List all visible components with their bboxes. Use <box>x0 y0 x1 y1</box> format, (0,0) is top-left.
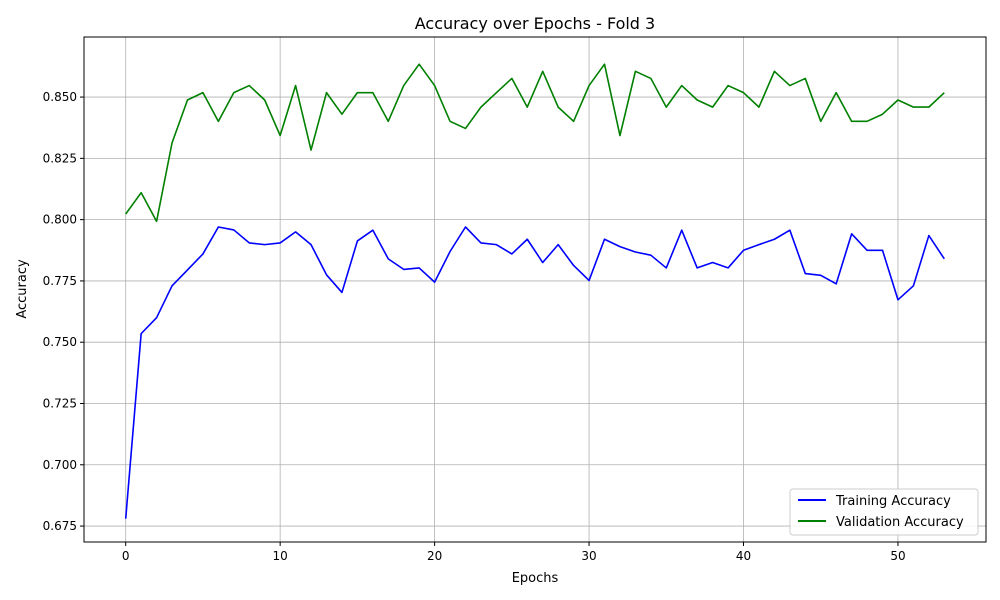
x-tick-label: 40 <box>736 549 751 563</box>
y-axis-label: Accuracy <box>15 259 30 319</box>
y-tick-label: 0.700 <box>43 458 77 472</box>
grid-lines <box>84 37 986 542</box>
y-tick-label: 0.850 <box>43 90 77 104</box>
y-tick-label: 0.725 <box>43 396 77 410</box>
x-tick-label: 10 <box>273 549 288 563</box>
x-tick-label: 50 <box>890 549 905 563</box>
y-axis-ticks: 0.675 0.700 0.725 0.750 0.775 0.800 0.825 0.850 <box>43 90 84 533</box>
training-accuracy-line <box>124 226 945 519</box>
x-tick-label: 20 <box>427 549 442 563</box>
y-tick-label: 0.825 <box>43 151 77 165</box>
legend-box <box>789 488 979 536</box>
validation-accuracy-line <box>125 63 945 223</box>
y-tick-label: 0.800 <box>43 213 77 227</box>
y-tick-label: 0.675 <box>43 519 77 533</box>
legend-label-training: Training Accuracy <box>835 494 951 509</box>
plot-area-frame <box>83 36 987 543</box>
x-axis-ticks: 0 10 20 30 40 50 <box>122 542 906 563</box>
legend: Training Accuracy Validation Accuracy <box>789 488 979 536</box>
y-tick-label: 0.775 <box>43 274 77 288</box>
x-axis-label: Epochs <box>512 571 559 586</box>
x-tick-label: 0 <box>122 549 130 563</box>
chart-title: Accuracy over Epochs - Fold 3 <box>415 14 655 33</box>
series-layer <box>124 63 945 519</box>
x-tick-label: 30 <box>581 549 596 563</box>
legend-label-validation: Validation Accuracy <box>836 515 964 530</box>
y-tick-label: 0.750 <box>43 335 77 349</box>
